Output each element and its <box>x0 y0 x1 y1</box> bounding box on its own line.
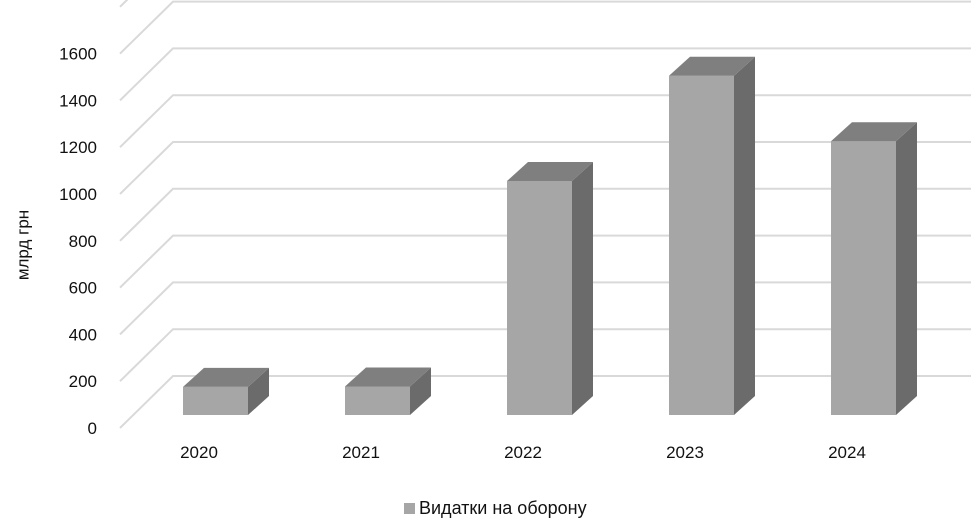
gridline <box>119 47 971 102</box>
bar-top <box>507 162 593 181</box>
bar-front <box>507 181 572 415</box>
y-axis-ticks: 0 200 400 600 800 1000 1200 1400 1600 <box>59 45 97 438</box>
y-tick-label: 800 <box>69 232 97 251</box>
legend: Видатки на оборону <box>404 498 587 518</box>
y-tick-label: 200 <box>69 372 97 391</box>
bar-front <box>831 141 896 415</box>
bar-top <box>669 56 755 76</box>
bar <box>183 367 269 415</box>
bar <box>669 56 755 415</box>
x-tick-label: 2021 <box>342 443 380 462</box>
y-tick-label: 1400 <box>59 91 97 110</box>
bar-side <box>248 367 269 415</box>
bar-top <box>831 122 917 142</box>
bar-side <box>572 162 593 415</box>
bar-top <box>183 367 269 387</box>
y-tick-label: 1200 <box>59 138 97 157</box>
x-tick-label: 2024 <box>828 443 866 462</box>
gridlines <box>119 0 971 429</box>
bar <box>507 162 593 415</box>
x-tick-label: 2022 <box>504 443 542 462</box>
y-tick-label: 400 <box>69 325 97 344</box>
bar-side <box>734 56 755 415</box>
y-axis-title: млрд грн <box>13 210 32 280</box>
bar <box>345 367 431 415</box>
y-tick-label: 1000 <box>59 185 97 204</box>
x-tick-label: 2023 <box>666 443 704 462</box>
bars <box>183 56 917 415</box>
x-tick-label: 2020 <box>180 443 218 462</box>
y-tick-label: 1600 <box>59 45 97 64</box>
x-axis-ticks: 2020 2021 2022 2023 2024 <box>180 443 866 462</box>
gridline <box>119 0 971 55</box>
y-tick-label: 600 <box>69 279 97 298</box>
y-tick-label: 0 <box>88 419 97 438</box>
bar-top <box>345 367 431 387</box>
bar-side <box>410 367 431 415</box>
bar <box>831 122 917 415</box>
bar-front <box>345 386 410 415</box>
legend-swatch <box>404 503 415 514</box>
bar-side <box>896 122 917 415</box>
bar-front <box>183 386 248 415</box>
legend-label: Видатки на оборону <box>419 498 587 518</box>
bar-front <box>669 75 734 415</box>
